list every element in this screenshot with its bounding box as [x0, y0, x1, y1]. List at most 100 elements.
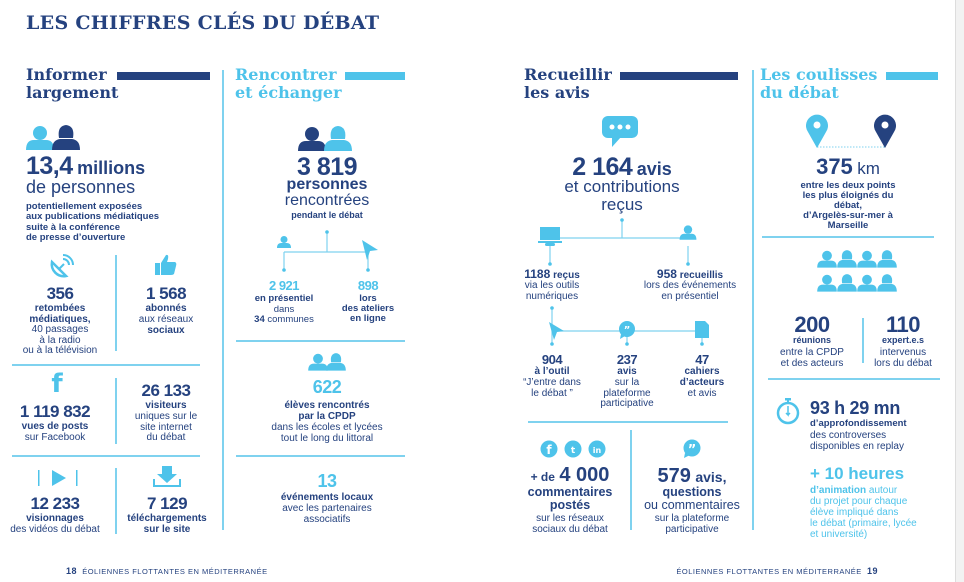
stat-value: 7 129 [146, 494, 188, 513]
stat-label: d’approfondissement [810, 418, 907, 429]
stat-text: uniques sur le site internet du débat [134, 411, 198, 443]
stat-value: 13,4 [26, 152, 73, 180]
stat-label: réunions [792, 335, 832, 345]
satellite-dish-icon [50, 254, 74, 278]
stat-value: 2 921 [268, 278, 300, 293]
stat-value: 1 119 832 [19, 402, 91, 421]
stat-value: 375 [816, 154, 853, 179]
stat-unit: km [857, 159, 880, 178]
timeline-connector [538, 218, 697, 266]
stat-label: téléchargements [127, 513, 207, 524]
stat-label: vues de posts [21, 421, 89, 432]
thumbs-up-icon [155, 254, 177, 275]
stat-label: questions [662, 485, 722, 499]
footer-text: ÉOLIENNES FLOTTANTES EN MÉDITERRANÉE [82, 567, 268, 576]
stat-label: sociaux [147, 325, 185, 336]
section-heading: Informer largement [26, 65, 119, 102]
stat-label: avis [617, 366, 637, 377]
stat-text: sur Facebook [24, 432, 86, 443]
stopwatch-icon [776, 398, 800, 425]
people-icon [298, 126, 352, 151]
stat-text: entre la CPDP et des acteurs [780, 347, 844, 369]
column-divider [222, 70, 224, 530]
stat-label: à l’outil [534, 366, 570, 377]
facebook-icon [540, 440, 558, 458]
page-number: 19 [866, 566, 878, 576]
svg-text:”: ” [688, 443, 697, 458]
stat-value: 356 [46, 284, 74, 303]
stat-text: avec les partenaires associatifs [282, 503, 372, 525]
stat-value: 898 [357, 278, 379, 293]
stat-text: sur les réseaux sociaux du débat [532, 513, 608, 535]
stat-text: “J’entre dans le débat ” [523, 377, 581, 399]
column-divider [752, 70, 754, 530]
stat-label: recueillis [679, 270, 724, 281]
stat-text: et avis [687, 388, 717, 399]
stat-text: aux réseaux [138, 314, 194, 325]
stat-value: 200 [794, 312, 830, 337]
page-edge [955, 0, 964, 582]
stat-value: 26 133 [141, 381, 192, 400]
stat-description: entre les deux points les plus éloignés … [800, 180, 896, 231]
stat-text: dans les écoles et lycées tout le long d… [271, 422, 383, 444]
stat-label: commentaires postés [527, 485, 613, 513]
people-icon [308, 353, 346, 371]
stat-text: lors des événements en présentiel [643, 280, 737, 302]
svg-text:f: f [546, 443, 552, 457]
play-icon [38, 470, 78, 486]
stat-value: 110 [886, 312, 921, 337]
stat-value: 237 [616, 352, 638, 367]
stat-text: intervenus lors du débat [874, 347, 932, 369]
stat-description: potentiellement exposées aux publication… [26, 201, 160, 244]
stat-description: pendant le débat [291, 210, 363, 220]
stat-value: 1 568 [145, 284, 187, 303]
stat-value: 4 000 [559, 464, 610, 486]
section-heading: Recueillir les avis [524, 65, 612, 102]
stat-text: autour du projet pour chaque élève impli… [810, 485, 917, 540]
stat-unit: avis, [695, 469, 727, 485]
download-icon [153, 466, 181, 487]
stat-value: 12 233 [30, 494, 81, 513]
stat-subtitle: ou commentaires [644, 498, 740, 512]
stat-text: sur la plateforme participative [654, 513, 730, 535]
stat-unit: millions [77, 158, 146, 178]
stat-label: d’animation [810, 485, 867, 496]
stat-value: 579 [657, 465, 691, 487]
heading-bar [620, 72, 738, 80]
footer-left: 18 ÉOLIENNES FLOTTANTES EN MÉDITERRANÉE [66, 566, 268, 576]
twitter-icon [564, 440, 582, 458]
facebook-icon: f [51, 369, 63, 399]
stat-label: en présentiel [254, 293, 314, 304]
quote-bubble-icon: ” [683, 439, 701, 458]
stat-text: des vidéos du débat [10, 524, 100, 535]
stat-value: 3 819 [296, 153, 358, 181]
svg-text:”: ” [624, 325, 631, 336]
stat-label: abonnés [145, 303, 187, 314]
svg-text:t: t [571, 446, 576, 456]
timeline-connector [277, 230, 378, 272]
timeline-connector: ” [549, 306, 709, 346]
heading-bar [886, 72, 938, 80]
people-icon [26, 125, 80, 150]
stat-label: personnes [286, 176, 368, 193]
stat-label: 34 [254, 314, 265, 325]
stat-text: communes [264, 314, 314, 325]
stat-prefix: + de [530, 470, 555, 484]
stat-text: dans [273, 304, 295, 315]
speech-bubble-icon [602, 116, 638, 147]
linkedin-icon [588, 440, 606, 458]
stat-text: 40 passages à la radio ou à la télévisio… [22, 324, 98, 356]
stat-label: lors des ateliers en ligne [341, 293, 395, 324]
stat-label: visiteurs [145, 400, 187, 411]
page-title: LES CHIFFRES CLÉS DU DÉBAT [26, 12, 380, 34]
stat-text: des controverses disponibles en replay [810, 430, 904, 452]
stat-value: 13 [317, 471, 337, 491]
stat-label: élèves rencontrés par la CPDP [284, 400, 370, 422]
svg-text:in: in [593, 446, 602, 455]
stat-subtitle: de personnes [26, 177, 136, 197]
social-icons: f t in [540, 440, 606, 458]
page-number: 18 [66, 566, 78, 576]
stat-text: sur la plateforme participative [600, 377, 654, 409]
section-heading: Rencontrer et échanger [235, 65, 342, 102]
stat-text: sur le site [143, 524, 191, 535]
